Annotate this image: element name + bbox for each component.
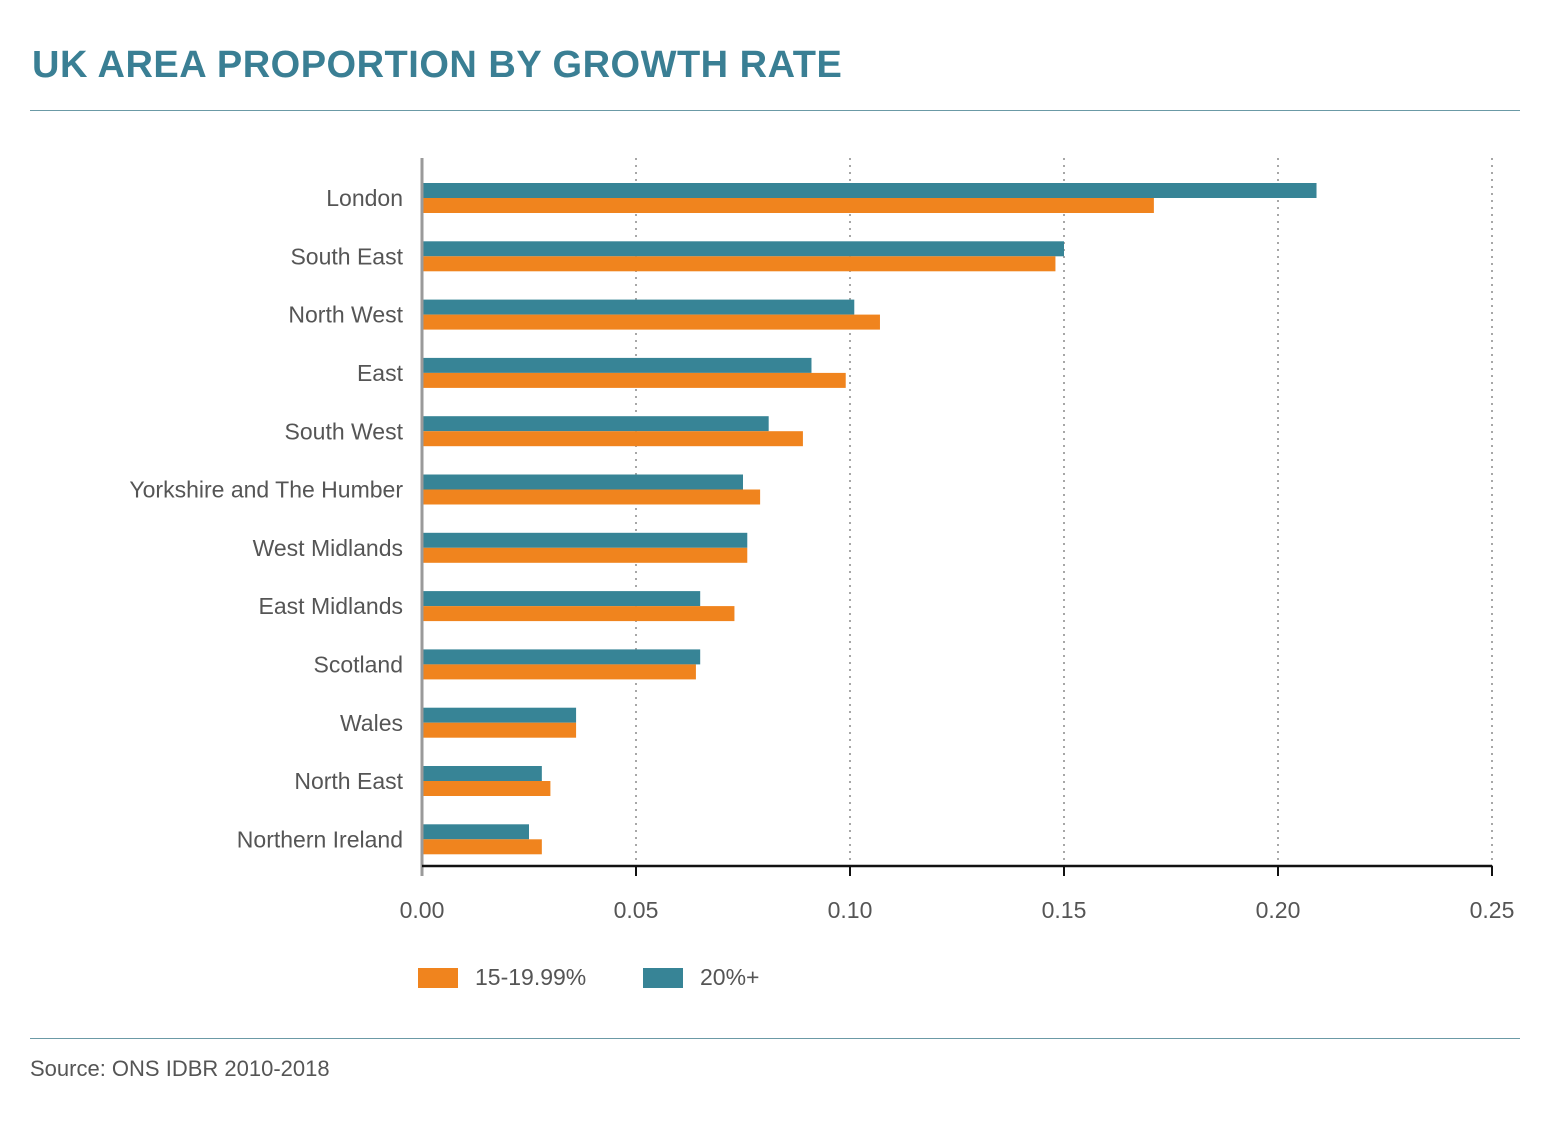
category-label: North East <box>294 768 403 794</box>
gridlines <box>635 158 1493 866</box>
legend: 15-19.99% 20%+ <box>418 964 759 990</box>
chart-title: UK AREA PROPORTION BY GROWTH RATE <box>32 44 843 86</box>
category-label: East Midlands <box>259 593 403 619</box>
bar-15-19-99 <box>422 256 1056 272</box>
x-tick-label: 0.10 <box>828 897 873 923</box>
bar-20-plus <box>422 707 577 723</box>
bar-15-19-99 <box>422 781 551 796</box>
legend-item-15-19-99-label: 15-19.99% <box>475 964 586 990</box>
legend-item-20-plus-label: 20%+ <box>700 964 759 990</box>
legend-item-15-19-99-swatch <box>418 968 458 988</box>
bar-15-19-99 <box>422 722 577 738</box>
bar-20-plus <box>422 416 769 432</box>
x-tick-label: 0.00 <box>400 897 445 923</box>
bar-15-19-99 <box>422 547 748 563</box>
category-label: South West <box>285 418 404 444</box>
title-divider <box>30 110 1520 111</box>
x-tick-label: 0.05 <box>614 897 659 923</box>
category-label: Northern Ireland <box>237 826 403 852</box>
axes <box>420 158 1493 876</box>
bar-20-plus <box>422 766 542 781</box>
bar-20-plus <box>422 241 1064 257</box>
x-tick-labels: 0.00 0.05 0.10 0.15 0.20 0.25 <box>400 897 1515 923</box>
legend-item-20-plus-swatch <box>643 968 683 988</box>
bar-15-19-99 <box>422 198 1154 213</box>
bar-20-plus <box>422 591 701 607</box>
bar-15-19-99 <box>422 606 735 622</box>
category-label: Yorkshire and The Humber <box>129 477 403 503</box>
x-tick-label: 0.15 <box>1042 897 1087 923</box>
bar-20-plus <box>422 532 748 548</box>
bar-15-19-99 <box>422 314 880 330</box>
category-label: Scotland <box>313 651 403 677</box>
bar-20-plus <box>422 183 1317 198</box>
bar-15-19-99 <box>422 431 803 447</box>
x-tick-label: 0.25 <box>1470 897 1515 923</box>
category-label: East <box>357 360 404 386</box>
category-label: North West <box>288 302 403 328</box>
category-label: South East <box>290 243 403 269</box>
source-note: Source: ONS IDBR 2010-2018 <box>30 1056 330 1081</box>
category-labels: London South East North West East South West… <box>129 185 403 852</box>
bars <box>422 183 1317 855</box>
source-divider <box>30 1038 1520 1039</box>
category-label: West Midlands <box>253 535 403 561</box>
bar-20-plus <box>422 357 812 373</box>
bar-15-19-99 <box>422 372 846 388</box>
bar-20-plus <box>422 299 855 315</box>
bar-15-19-99 <box>422 839 542 855</box>
category-label: London <box>326 185 403 211</box>
bar-15-19-99 <box>422 664 696 680</box>
bar-20-plus <box>422 824 529 840</box>
bar-20-plus <box>422 649 701 665</box>
bar-15-19-99 <box>422 489 761 505</box>
category-label: Wales <box>340 710 403 736</box>
x-tick-label: 0.20 <box>1256 897 1301 923</box>
bar-20-plus <box>422 474 743 490</box>
